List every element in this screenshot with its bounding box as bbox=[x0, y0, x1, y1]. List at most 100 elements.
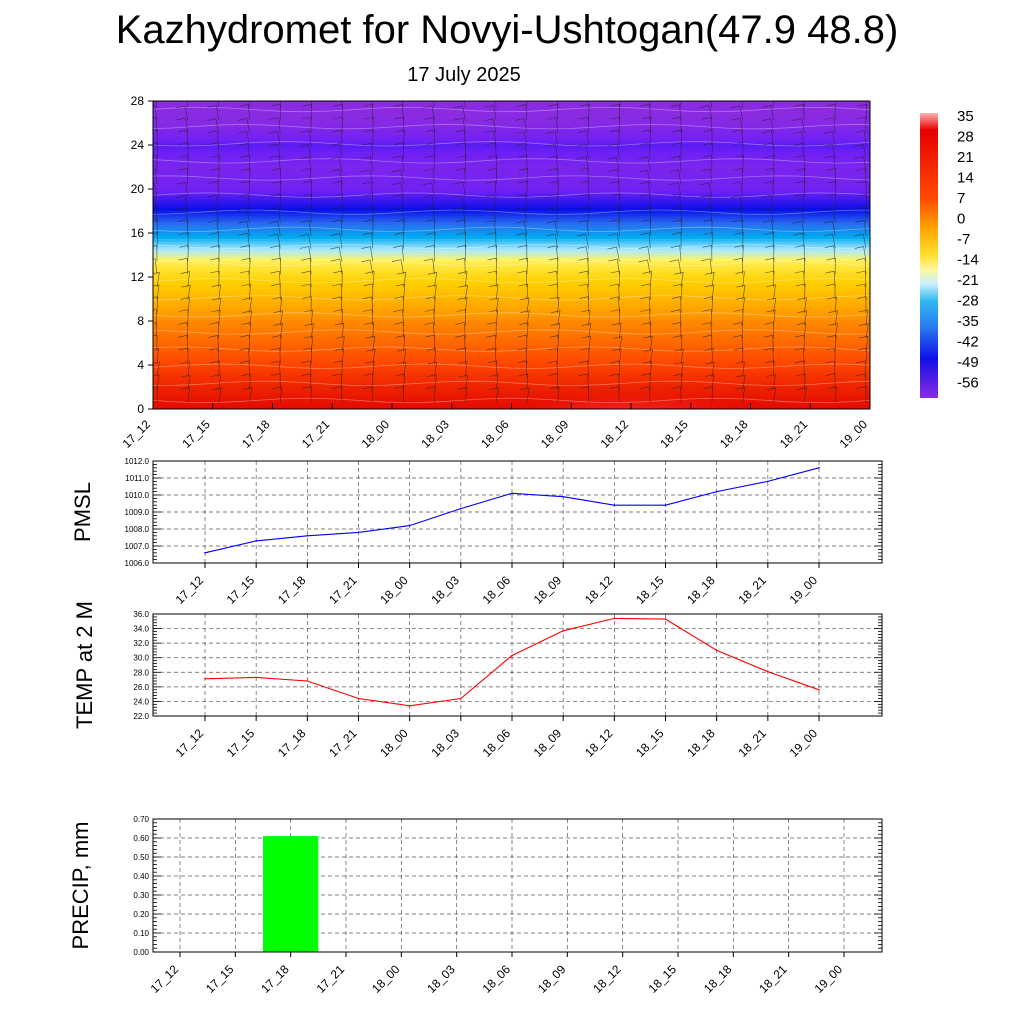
wind-barb-flag bbox=[393, 155, 403, 159]
x-tick-label: 18_09 bbox=[535, 962, 569, 996]
wind-barb bbox=[341, 193, 343, 211]
wind-barb-flag bbox=[672, 142, 682, 145]
x-tick-label: 18_21 bbox=[756, 962, 790, 996]
wind-barb-flag bbox=[239, 360, 250, 364]
wind-barb-flag bbox=[762, 194, 772, 198]
wind-barb-flag bbox=[210, 245, 220, 248]
wind-barb-flag bbox=[854, 144, 864, 147]
wind-barb-flag bbox=[271, 193, 281, 197]
wind-barb-flag bbox=[823, 233, 833, 237]
wind-barb-flag bbox=[641, 129, 651, 133]
wind-barb bbox=[186, 129, 189, 146]
wind-barb bbox=[773, 284, 776, 300]
wind-barb-flag bbox=[516, 194, 526, 197]
data-point bbox=[306, 680, 309, 682]
wind-barb bbox=[464, 168, 466, 185]
wind-barb bbox=[464, 335, 466, 352]
heatmap-band bbox=[153, 123, 870, 127]
wind-barb-flag bbox=[393, 194, 403, 197]
wind-barb-flag bbox=[515, 221, 525, 224]
x-tick-label: 18_00 bbox=[377, 726, 411, 760]
wind-barb-flag bbox=[269, 207, 279, 210]
heatmap-band bbox=[153, 182, 870, 186]
wind-barb bbox=[431, 182, 435, 198]
wind-barb-flag bbox=[365, 360, 375, 364]
wind-barb-flag bbox=[612, 336, 622, 339]
wind-barb bbox=[493, 208, 497, 223]
wind-barb-flag bbox=[610, 309, 620, 312]
wind-barb bbox=[216, 105, 219, 121]
wind-barb bbox=[434, 232, 436, 249]
wind-barb bbox=[773, 245, 775, 262]
wind-barb bbox=[865, 336, 869, 352]
wind-barb-flag bbox=[641, 219, 651, 222]
wind-barb bbox=[464, 322, 466, 339]
wind-barb-flag bbox=[548, 193, 558, 197]
wind-barb-flag bbox=[302, 193, 312, 197]
heatmap-contour bbox=[153, 141, 870, 147]
wind-barb-flag bbox=[825, 360, 835, 364]
wind-barb-flag bbox=[794, 270, 804, 274]
wind-barb bbox=[215, 208, 219, 223]
wind-barb-flag bbox=[268, 131, 278, 134]
wind-barb-flag bbox=[638, 246, 648, 249]
wind-barb bbox=[339, 259, 343, 275]
wind-barb bbox=[556, 271, 558, 288]
wind-barb bbox=[832, 144, 836, 159]
heatmap-x-tick-label: 18_18 bbox=[717, 417, 751, 451]
wind-barb bbox=[526, 322, 529, 339]
wind-barb bbox=[465, 374, 468, 390]
wind-barb-flag bbox=[639, 181, 649, 185]
wind-barb-flag bbox=[392, 93, 401, 95]
data-point bbox=[511, 654, 513, 657]
wind-barb-flag bbox=[516, 143, 526, 146]
wind-barb-flag bbox=[361, 169, 371, 173]
wind-barb-flag bbox=[300, 220, 310, 223]
wind-barb-flag bbox=[241, 168, 251, 171]
wind-barb-flag bbox=[458, 374, 468, 378]
wind-barb-flag bbox=[362, 386, 372, 389]
wind-barb-flag bbox=[855, 283, 866, 287]
y-tick-label: 0.20 bbox=[133, 910, 149, 919]
wind-barb bbox=[280, 335, 282, 352]
wind-barb-flag bbox=[578, 360, 588, 364]
wind-barb bbox=[741, 258, 743, 275]
x-tick-label: 18_06 bbox=[480, 573, 514, 607]
heatmap-band bbox=[153, 173, 870, 178]
wind-barb-flag bbox=[824, 155, 834, 159]
wind-barb bbox=[218, 309, 221, 326]
wind-barb-flag bbox=[393, 309, 403, 312]
wind-barb-flag bbox=[762, 130, 772, 133]
wind-barb bbox=[308, 144, 312, 159]
wind-barb-flag bbox=[609, 386, 619, 389]
wind-barb-flag bbox=[487, 360, 497, 364]
wind-barb bbox=[679, 245, 682, 262]
wind-barb-flag bbox=[608, 258, 618, 262]
y-tick-label: 0.00 bbox=[133, 948, 149, 957]
wind-barb bbox=[680, 373, 683, 390]
wind-barb-flag bbox=[764, 257, 775, 261]
wind-barb bbox=[557, 310, 561, 326]
colorbar-label: -21 bbox=[957, 272, 979, 289]
wind-barb-flag bbox=[489, 374, 499, 377]
wind-barb-flag bbox=[825, 283, 835, 287]
wind-barb bbox=[187, 361, 190, 377]
wind-barb-flag bbox=[210, 168, 220, 171]
wind-barb-flag bbox=[333, 360, 343, 364]
wind-barb-flag bbox=[487, 322, 497, 325]
wind-barb bbox=[434, 362, 438, 377]
wind-barb-flag bbox=[517, 155, 527, 158]
wind-barb-flag bbox=[422, 195, 433, 198]
wind-barb bbox=[434, 142, 436, 159]
data-point bbox=[204, 678, 206, 680]
wind-barb bbox=[495, 374, 499, 390]
wind-barb-flag bbox=[734, 142, 744, 145]
wind-barb-flag bbox=[763, 142, 774, 145]
wind-barb-flag bbox=[394, 206, 404, 210]
wind-barb bbox=[217, 348, 219, 365]
heatmap-band bbox=[153, 157, 870, 161]
wind-barb bbox=[863, 130, 867, 146]
data-point bbox=[511, 492, 513, 495]
wind-barb bbox=[186, 322, 189, 339]
wind-barb bbox=[434, 284, 437, 300]
